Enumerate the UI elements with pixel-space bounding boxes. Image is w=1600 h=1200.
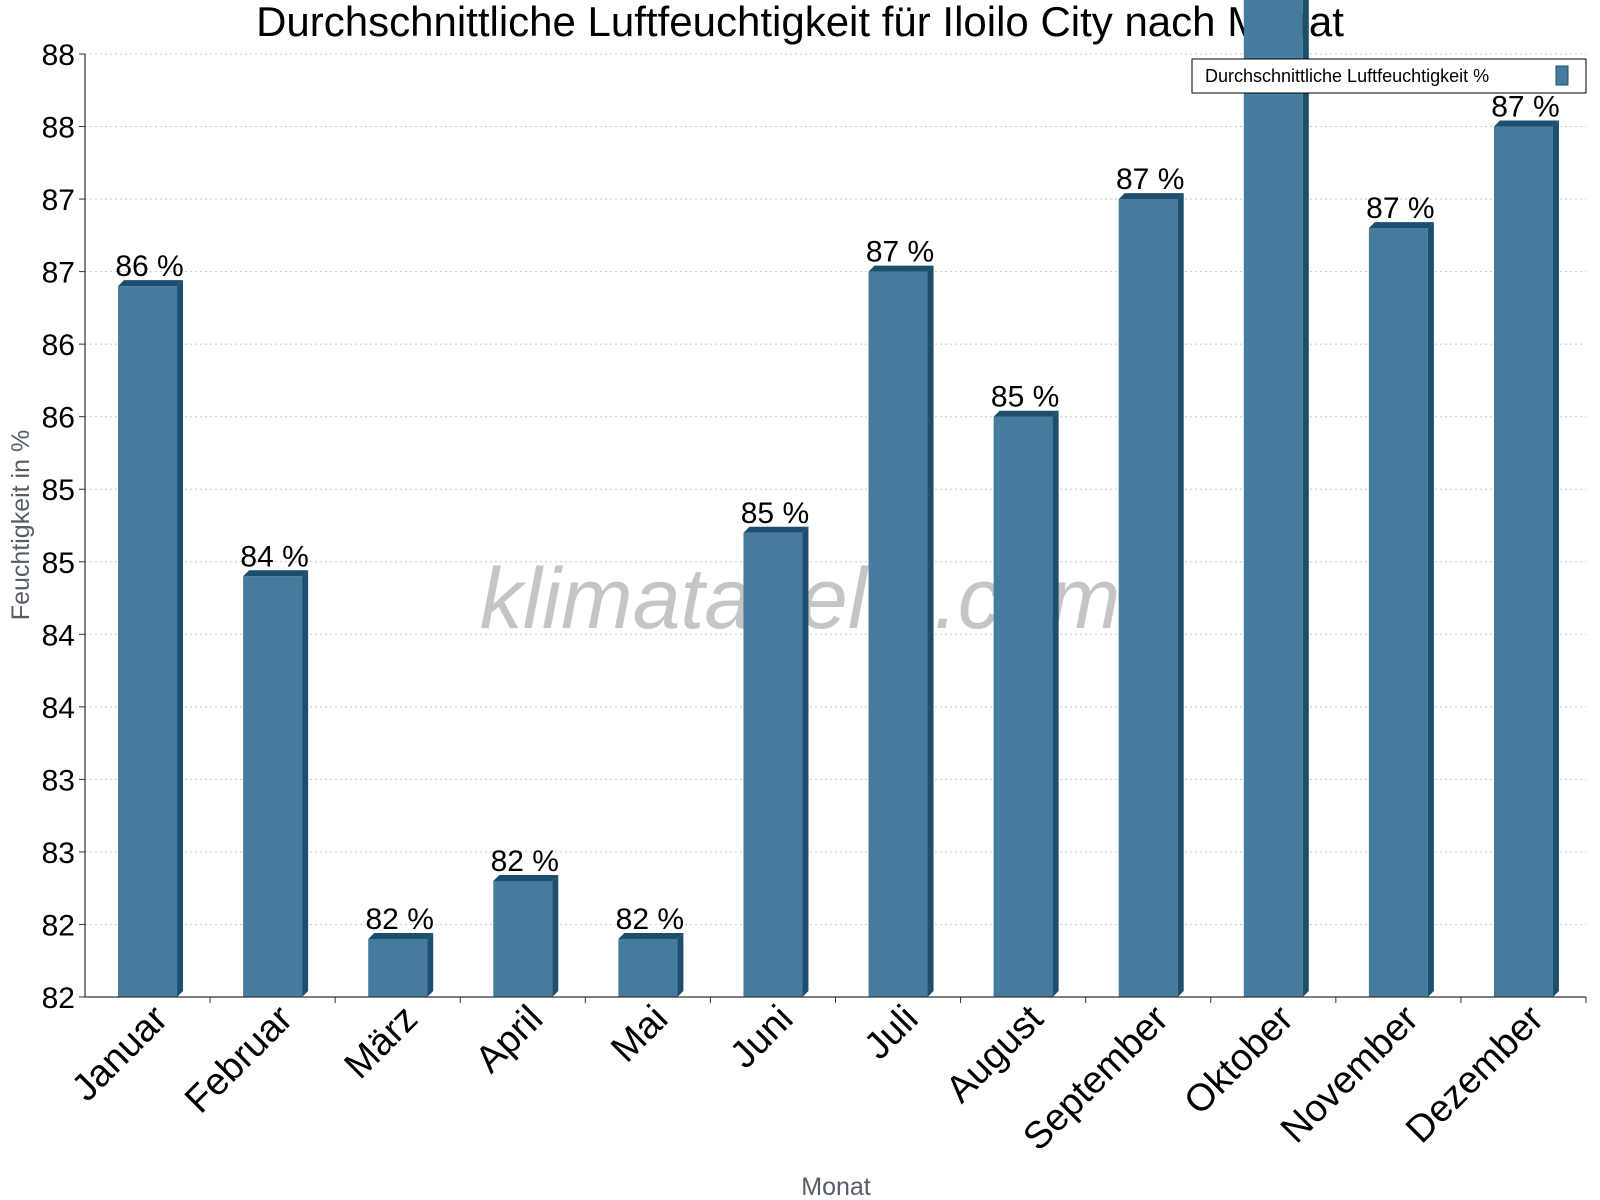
x-tick-label: Februar xyxy=(177,997,301,1121)
bar-front xyxy=(243,576,303,997)
x-tick-label: Januar xyxy=(64,997,176,1109)
x-axis-title: Monat xyxy=(801,1173,871,1200)
data-label: 87 % xyxy=(1116,163,1184,196)
bar-dezember: 87 % xyxy=(1491,91,1560,998)
y-tick-label: 87 xyxy=(42,257,75,290)
bar-oktober: 88 % xyxy=(1243,0,1309,997)
bar-november: 87 % xyxy=(1366,192,1435,998)
data-label: 87 % xyxy=(866,236,934,269)
y-tick-label: 84 xyxy=(42,619,75,652)
bar-top xyxy=(118,280,184,287)
x-tick-label: Oktober xyxy=(1176,997,1302,1123)
bar-front xyxy=(993,416,1053,997)
legend-label: Durchschnittliche Luftfeuchtigkeit % xyxy=(1205,66,1489,86)
y-tick-label: 87 xyxy=(42,184,75,217)
x-tick-label: August xyxy=(938,997,1052,1111)
bars: 86 % 84 % 82 % 82 % 82 % 85 % 87 % 85 % 87 % 88 %… xyxy=(115,0,1560,998)
bar-januar: 86 % xyxy=(115,250,184,998)
data-label: 82 % xyxy=(491,845,559,878)
bar-märz: 82 % xyxy=(366,903,434,997)
bar-september: 87 % xyxy=(1116,163,1184,998)
x-tick-label: Juli xyxy=(856,998,926,1068)
data-label: 82 % xyxy=(616,903,684,936)
data-label: 85 % xyxy=(741,497,809,530)
y-tick-label: 82 xyxy=(42,909,75,942)
bar-side xyxy=(1052,410,1059,997)
bar-top xyxy=(993,410,1059,417)
bar-front xyxy=(868,271,928,998)
bar-side xyxy=(1177,193,1184,998)
bar-top xyxy=(243,570,309,577)
x-tick-label: Dezember xyxy=(1398,997,1552,1151)
bar-februar: 84 % xyxy=(240,540,309,997)
legend-swatch xyxy=(1555,65,1569,86)
bar-top xyxy=(1368,222,1434,229)
bar-side xyxy=(927,265,934,998)
bar-juli: 87 % xyxy=(866,236,934,998)
bar-front xyxy=(1118,199,1178,998)
bar-top xyxy=(1118,193,1184,200)
bar-front xyxy=(618,938,678,997)
bar-front xyxy=(743,532,803,997)
bar-side xyxy=(677,932,684,997)
bar-side xyxy=(1552,120,1559,998)
y-tick-label: 82 xyxy=(42,982,75,1015)
legend-box xyxy=(1191,58,1587,94)
bar-august: 85 % xyxy=(991,381,1059,997)
bar-top xyxy=(1493,120,1559,127)
data-label: 85 % xyxy=(991,381,1059,414)
y-tick-label: 88 xyxy=(42,112,75,145)
grid xyxy=(85,53,1586,925)
bar-front xyxy=(118,286,178,998)
y-tick-label: 85 xyxy=(42,474,75,507)
chart-title: Durchschnittliche Luftfeuchtigkeit für I… xyxy=(256,0,1344,45)
bar-top xyxy=(868,265,934,272)
bar-front xyxy=(1493,126,1553,998)
x-tick-label: März xyxy=(337,998,426,1087)
bar-front xyxy=(368,938,428,997)
bar-side xyxy=(177,280,184,998)
bar-side xyxy=(1302,0,1309,997)
y-tick-label: 85 xyxy=(42,547,75,580)
data-label: 84 % xyxy=(240,540,308,573)
axes xyxy=(79,53,1587,1003)
data-label: 86 % xyxy=(115,250,183,283)
bar-mai: 82 % xyxy=(616,903,684,997)
bar-april: 82 % xyxy=(491,845,559,997)
bar-side xyxy=(802,526,809,997)
y-tick-label: 83 xyxy=(42,837,75,870)
y-tick-label: 88 xyxy=(42,39,75,72)
bar-side xyxy=(427,932,434,997)
x-tick-labels: Januar Februar März April Mai Juni Juli AugustS… xyxy=(64,997,1552,1158)
x-tick-label: Mai xyxy=(603,998,676,1071)
data-label: 87 % xyxy=(1491,91,1559,124)
y-tick-label: 83 xyxy=(42,764,75,797)
y-tick-labels: 82 82 83 83 84 84 85 85 86 86 87 87 88 88 xyxy=(42,39,75,1015)
bar-top xyxy=(618,932,684,939)
bar-side xyxy=(302,570,309,997)
x-tick-label: April xyxy=(468,998,551,1081)
data-label: 82 % xyxy=(366,903,434,936)
bar-juni: 85 % xyxy=(741,497,809,997)
y-axis-title: Feuchtigkeit in % xyxy=(7,430,35,620)
bar-top xyxy=(493,874,559,881)
bar-front xyxy=(1243,0,1303,997)
bar-side xyxy=(552,874,559,997)
bar-front xyxy=(1368,228,1428,998)
bar-top xyxy=(743,526,809,533)
data-label: 87 % xyxy=(1366,192,1434,225)
bar-top xyxy=(368,932,434,939)
y-tick-label: 84 xyxy=(42,692,75,725)
y-tick-label: 86 xyxy=(42,329,75,362)
legend: Durchschnittliche Luftfeuchtigkeit % xyxy=(1191,58,1587,94)
bar-side xyxy=(1427,222,1434,998)
x-tick-label: Juni xyxy=(722,998,801,1077)
bar-front xyxy=(493,880,553,997)
y-tick-label: 86 xyxy=(42,402,75,435)
